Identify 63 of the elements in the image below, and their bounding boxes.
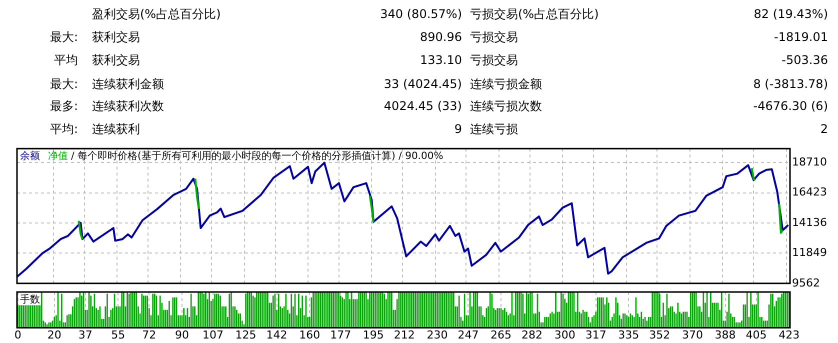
- x-tick-label: 142: [266, 328, 288, 342]
- x-tick-label: 370: [682, 328, 703, 342]
- y-tick-label: 18710: [792, 156, 827, 169]
- text: 最大:: [50, 29, 78, 45]
- text: 连续亏损: [470, 121, 518, 137]
- y-tick-label: 14136: [792, 216, 827, 229]
- x-tick-label: 405: [746, 328, 767, 342]
- x-tick-label: 230: [426, 328, 448, 342]
- x-tick-label: 55: [111, 328, 126, 342]
- text: 4024.45 (33): [384, 98, 462, 114]
- text: 连续亏损次数: [470, 98, 542, 114]
- text: 连续获利金额: [92, 76, 164, 92]
- x-tick-label: 300: [554, 328, 576, 342]
- text: -4676.30 (6): [753, 98, 828, 114]
- text: 340 (80.57%): [380, 6, 462, 22]
- text: -1819.01: [774, 29, 828, 45]
- x-tick-label: 317: [585, 328, 606, 342]
- chart-title: / 每个即时价格(基于所有可利用的最小时段的每一个价格的分形插值计算) / 90.00%: [71, 150, 444, 162]
- x-tick-label: 125: [235, 328, 256, 342]
- x-tick-label: 107: [202, 328, 224, 342]
- text: 最多:: [50, 98, 78, 114]
- x-tick-label: 20: [47, 328, 62, 342]
- text: 133.10: [420, 52, 462, 68]
- text: 净值: [48, 150, 68, 162]
- x-tick-label: 423: [778, 328, 800, 342]
- x-tick-label: 195: [362, 328, 384, 342]
- text: 2: [820, 121, 828, 137]
- x-tick-label: 265: [490, 328, 512, 342]
- x-tick-label: 177: [330, 328, 352, 342]
- text: 连续获利: [92, 121, 140, 137]
- text: 获利交易: [92, 29, 140, 45]
- y-tick-label: 11849: [792, 246, 827, 260]
- chart-title: 手数: [20, 294, 40, 306]
- y-tick-label: 9562: [792, 276, 820, 290]
- text: 亏损交易: [470, 52, 518, 68]
- text: 平均: [54, 52, 78, 68]
- text: 33 (4024.45): [384, 76, 462, 92]
- text: 平均:: [50, 121, 78, 137]
- text: 9: [454, 121, 462, 137]
- text: 82 (19.43%): [754, 6, 828, 22]
- text: 余额: [20, 150, 40, 162]
- x-tick-label: 90: [174, 328, 189, 342]
- x-tick-label: 388: [714, 328, 736, 342]
- text: 连续亏损金额: [470, 76, 542, 92]
- x-tick-label: 247: [458, 328, 479, 342]
- x-tick-label: 335: [618, 328, 640, 342]
- text: 盈利交易(%占总百分比): [92, 6, 221, 22]
- text: 获利交易: [92, 52, 140, 68]
- x-tick-label: 72: [142, 328, 156, 342]
- x-tick-label: 282: [522, 328, 543, 342]
- x-tick-label: 352: [649, 328, 670, 342]
- x-tick-label: 0: [14, 328, 22, 342]
- text: -503.36: [782, 52, 828, 68]
- text: 连续获利次数: [92, 98, 164, 114]
- text: 最大:: [50, 76, 78, 92]
- text: 亏损交易: [470, 29, 518, 45]
- y-tick-label: 16423: [792, 186, 827, 199]
- x-tick-label: 212: [394, 328, 415, 342]
- x-tick-label: 37: [78, 328, 92, 342]
- text: 890.96: [420, 29, 462, 45]
- text: 亏损交易(%占总百分比): [470, 6, 599, 22]
- text: 8 (-3813.78): [753, 76, 828, 92]
- x-tick-label: 160: [299, 328, 320, 342]
